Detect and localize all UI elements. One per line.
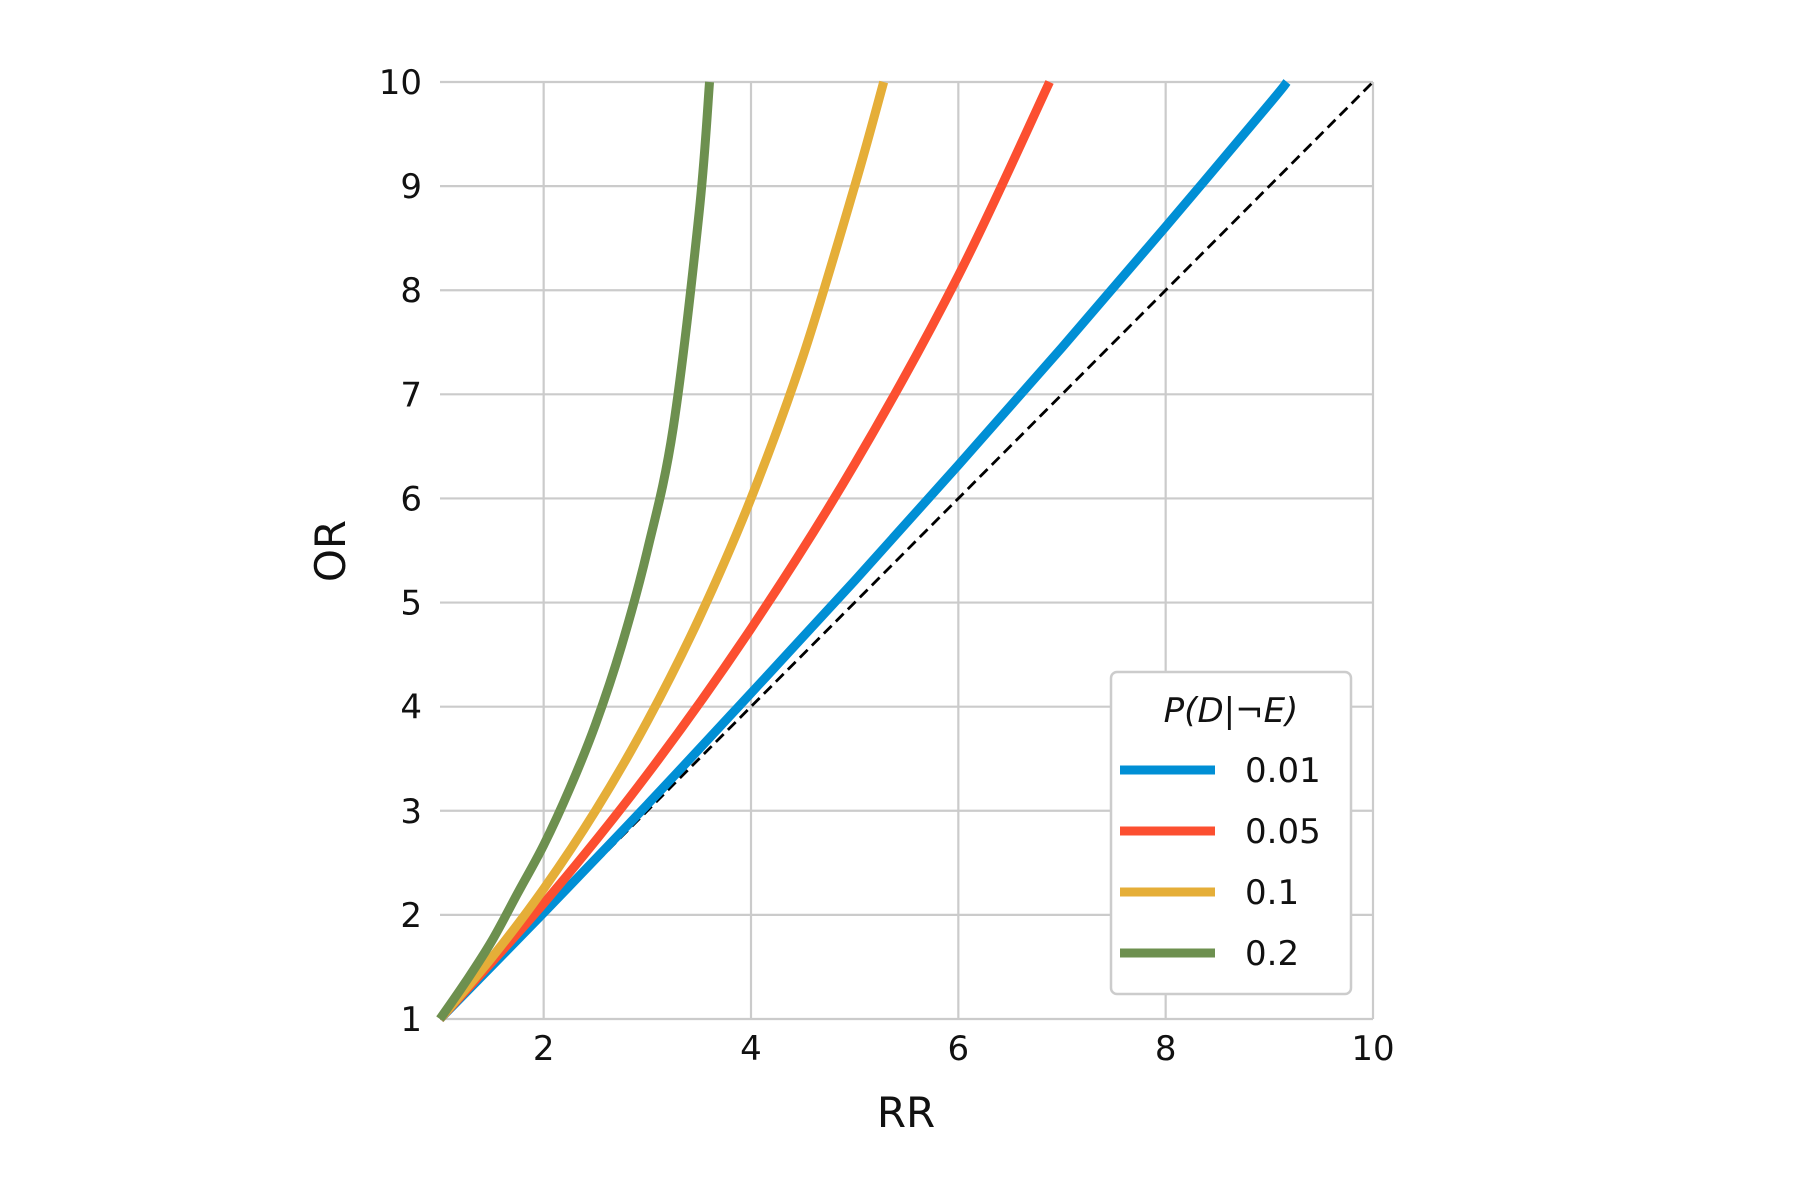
- y-tick-label: 10: [379, 63, 422, 103]
- y-tick-labels: 1 2 3 4 5 6 7 8 9 10: [379, 63, 422, 1040]
- x-tick-label: 10: [1351, 1029, 1394, 1069]
- x-tick-label: 4: [740, 1029, 762, 1069]
- legend-label: 0.1: [1245, 873, 1299, 913]
- y-tick-label: 8: [400, 271, 422, 311]
- legend: P(D|¬E) 0.01 0.05 0.1 0.2: [1109, 670, 1353, 996]
- y-tick-label: 2: [400, 896, 422, 936]
- x-tick-label: 2: [533, 1029, 555, 1069]
- x-axis-label: RR: [877, 1088, 935, 1137]
- series-group: [436, 79, 1291, 1023]
- legend-items: 0.01 0.05 0.1 0.2: [1120, 751, 1321, 974]
- legend-label: 0.01: [1245, 751, 1321, 791]
- legend-title: P(D|¬E): [1164, 691, 1299, 731]
- x-tick-label: 8: [1155, 1029, 1177, 1069]
- y-tick-label: 7: [400, 375, 422, 415]
- y-tick-label: 3: [400, 792, 422, 832]
- y-tick-label: 6: [400, 479, 422, 519]
- y-tick-label: 1: [400, 1000, 422, 1040]
- series-line-0.1: [436, 80, 889, 1022]
- series-line-0.01: [436, 79, 1291, 1023]
- y-axis-label: OR: [306, 520, 355, 582]
- y-tick-label: 5: [400, 584, 422, 624]
- y-tick-label: 9: [400, 167, 422, 207]
- y-tick-label: 4: [400, 688, 422, 728]
- x-tick-label: 6: [948, 1029, 970, 1069]
- series-line-0.2: [436, 81, 715, 1022]
- series-line-0.05: [436, 80, 1054, 1023]
- legend-label: 0.05: [1245, 812, 1321, 852]
- legend-box: [1109, 670, 1353, 996]
- x-tick-labels: 2 4 6 8 10: [533, 1029, 1395, 1069]
- legend-label: 0.2: [1245, 934, 1299, 974]
